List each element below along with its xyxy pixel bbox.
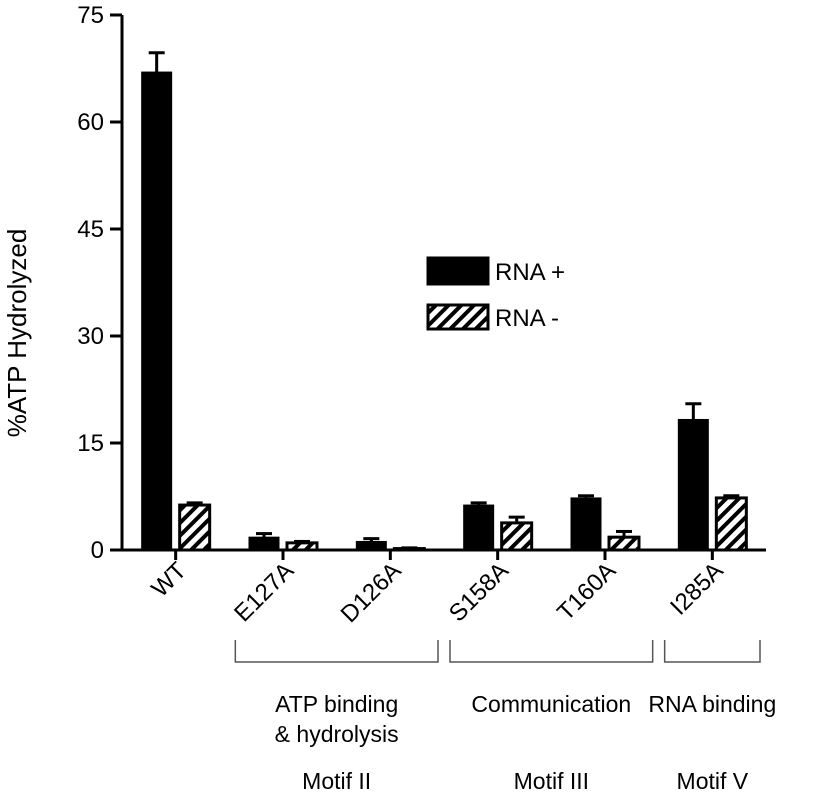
x-axis (122, 548, 766, 560)
group-bracket (234, 640, 439, 663)
x-tick-label: D126A (336, 557, 407, 628)
group-label: Communication (471, 691, 631, 717)
bar-s158a-rna-plus (463, 504, 495, 551)
legend-label-rna-minus: RNA - (495, 305, 559, 332)
bar-e127a-rna-plus (248, 536, 280, 551)
y-tick-label: 45 (77, 216, 104, 243)
y-axis-title: %ATP Hydrolyzed (2, 229, 32, 438)
y-tick-label: 15 (77, 430, 104, 457)
bars (141, 51, 748, 552)
x-tick-label: I285A (665, 557, 728, 620)
group-label: RNA binding (648, 691, 776, 717)
legend-swatch-rna-plus (426, 256, 490, 286)
y-tick-label: 30 (77, 323, 104, 350)
legend-swatch-rna-minus (426, 303, 490, 331)
motif-label: Motif V (677, 768, 749, 794)
motif-label: Motif II (302, 768, 371, 794)
bar-t160a-rna-plus (570, 497, 602, 551)
x-tick-label: S158A (444, 557, 514, 627)
bar-wt-rna-minus (178, 503, 212, 552)
bar-wt-rna-plus (141, 71, 173, 551)
group-bracket (663, 640, 761, 663)
bar-s158a-rna-minus (500, 521, 534, 552)
y-tick-label: 0 (91, 537, 104, 564)
group-label: & hydrolysis (275, 721, 399, 747)
x-tick-label: E127A (229, 557, 299, 627)
bar-d126a-rna-minus (392, 547, 426, 552)
legend-label-rna-plus: RNA + (495, 259, 565, 286)
bar-e127a-rna-minus (285, 541, 319, 552)
bar-t160a-rna-minus (607, 535, 641, 552)
group-label: ATP binding (275, 691, 398, 717)
x-tick-label: T160A (552, 557, 621, 626)
y-axis: 0 15 30 45 60 75 (77, 2, 124, 564)
bar-d126a-rna-plus (355, 540, 387, 551)
bar-i285a-rna-minus (714, 496, 748, 552)
y-tick-label: 75 (77, 2, 104, 29)
group-bracket (449, 640, 654, 663)
x-tick-label: WT (146, 557, 192, 603)
category-labels: WT E127A D126A S158A T160A I285A (146, 557, 728, 628)
legend: RNA + RNA - (426, 256, 565, 332)
motif-groups: ATP binding & hydrolysis Motif II Communica… (234, 640, 776, 794)
bar-i285a-rna-plus (677, 418, 709, 551)
y-tick-label: 60 (77, 109, 104, 136)
motif-label: Motif III (514, 768, 589, 794)
